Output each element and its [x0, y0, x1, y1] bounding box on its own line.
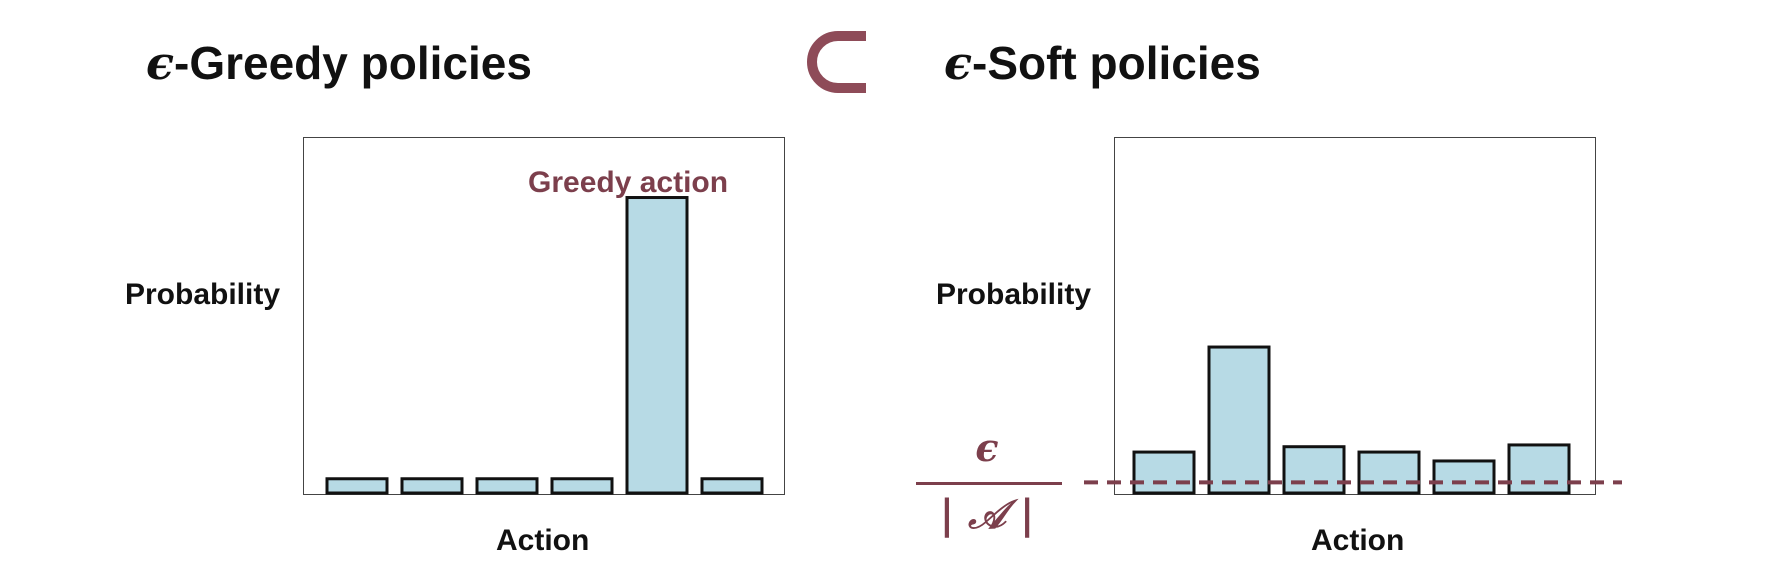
- epsilon-symbol: ϵ: [146, 36, 175, 90]
- greedy-bar-4: [550, 477, 614, 495]
- greedy-x-axis-label: Action: [496, 524, 590, 557]
- fraction-numerator: ϵ: [975, 425, 999, 470]
- epsilon-over-action-count-label: ϵ | 𝒜 |: [912, 425, 1062, 545]
- soft-bar-3: [1282, 445, 1346, 495]
- greedy-y-axis-label: Probability: [125, 278, 281, 311]
- soft-policies-title: ϵ-Soft policies: [944, 36, 1261, 90]
- greedy-bar-6: [700, 477, 764, 495]
- soft-policies-title-text: -Soft policies: [972, 37, 1261, 89]
- greedy-chart-frame: [303, 137, 785, 495]
- greedy-policies-title: ϵ-Greedy policies: [146, 36, 532, 90]
- fraction-denominator: | 𝒜 |: [939, 491, 1035, 538]
- soft-y-axis-label: Probability: [936, 278, 1092, 311]
- soft-bar-6: [1507, 443, 1571, 495]
- greedy-bar-2: [400, 477, 464, 495]
- soft-bar-4: [1357, 450, 1421, 495]
- soft-bar-1: [1132, 450, 1196, 495]
- soft-x-axis-label: Action: [1311, 524, 1405, 557]
- greedy-action-annotation: Greedy action: [528, 166, 729, 199]
- fraction-bar: [916, 482, 1062, 485]
- greedy-policies-title-text: -Greedy policies: [174, 37, 532, 89]
- subset-symbol: [800, 28, 880, 103]
- greedy-bar-5: [625, 196, 689, 495]
- soft-bar-5: [1432, 459, 1496, 495]
- epsilon-symbol: ϵ: [944, 36, 973, 90]
- greedy-bar-3: [475, 477, 539, 495]
- soft-chart-frame: [1114, 137, 1596, 495]
- greedy-bar-1: [325, 477, 389, 495]
- soft-bar-2: [1207, 345, 1271, 495]
